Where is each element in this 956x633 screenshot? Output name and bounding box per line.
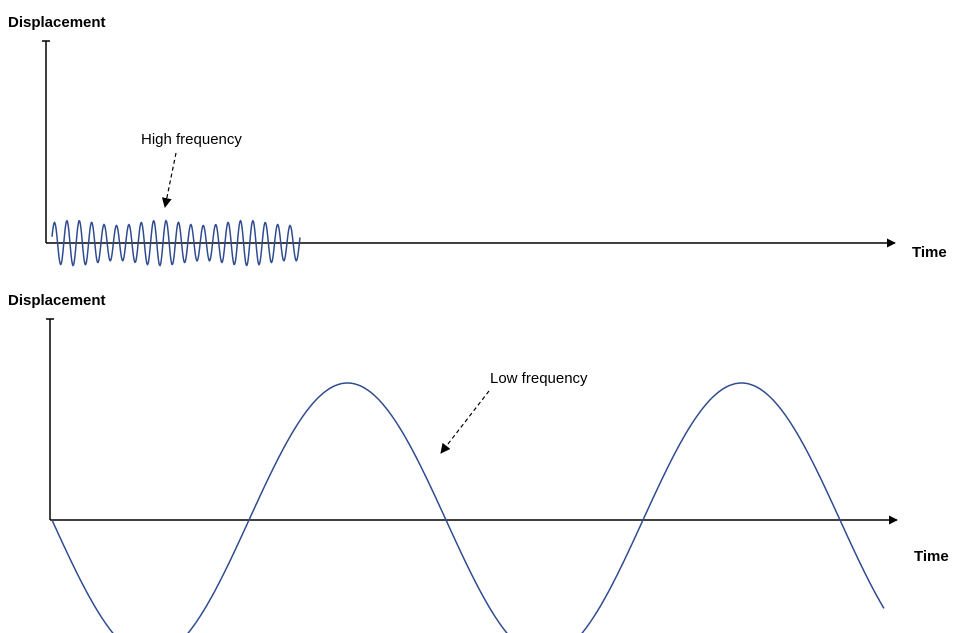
high-frequency-wave: [51, 219, 301, 267]
top-y-axis-label: Displacement: [8, 14, 106, 31]
bottom-x-axis-label: Time: [914, 548, 949, 565]
high-frequency-panel: Displacement Time High frequency: [8, 14, 947, 267]
low-frequency-annotation: Low frequency: [490, 370, 588, 387]
low-frequency-pointer-arrow: [440, 390, 490, 454]
high-frequency-annotation: High frequency: [141, 131, 242, 148]
bottom-y-axis-label: Displacement: [8, 292, 106, 309]
top-x-axis-label: Time: [912, 244, 947, 261]
low-frequency-wave: [51, 382, 885, 633]
high-frequency-pointer-arrow: [161, 152, 177, 208]
low-frequency-panel: Displacement Time Low frequency: [8, 292, 949, 633]
